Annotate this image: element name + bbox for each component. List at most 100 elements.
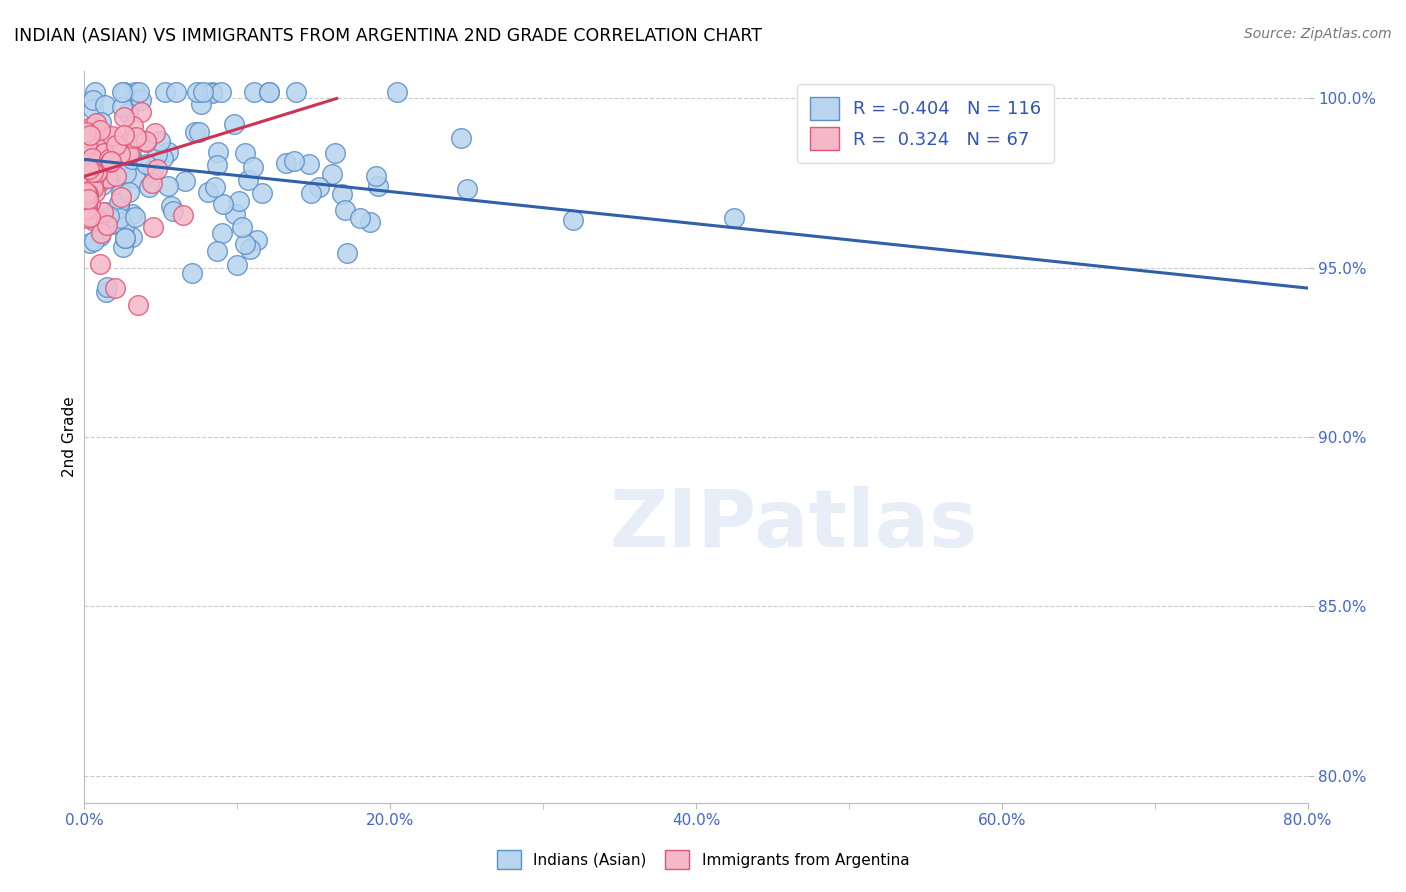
Point	[80, 120, 103, 135]
Point	[75, 164, 97, 178]
Point	[211, 226, 233, 240]
Point	[86, 164, 108, 178]
Point	[124, 210, 146, 224]
Point	[115, 167, 138, 181]
Point	[84, 157, 107, 171]
Point	[84, 153, 107, 168]
Point	[173, 174, 195, 188]
Point	[110, 189, 132, 203]
Point	[121, 207, 143, 221]
Point	[121, 230, 143, 244]
Point	[243, 85, 266, 99]
Point	[166, 85, 188, 99]
Point	[333, 203, 356, 218]
Legend: Indians (Asian), Immigrants from Argentina: Indians (Asian), Immigrants from Argenti…	[491, 844, 915, 875]
Point	[84, 168, 107, 182]
Point	[96, 285, 118, 299]
Point	[76, 211, 98, 225]
Point	[87, 154, 110, 169]
Point	[97, 130, 120, 145]
Point	[298, 157, 321, 171]
Point	[96, 141, 118, 155]
Point	[124, 85, 146, 99]
Point	[129, 105, 152, 120]
Point	[180, 266, 202, 280]
Point	[77, 147, 100, 161]
Point	[96, 171, 118, 186]
Point	[224, 207, 246, 221]
Point	[114, 231, 136, 245]
Point	[94, 97, 117, 112]
Point	[112, 219, 135, 234]
Point	[190, 97, 212, 112]
Point	[107, 154, 129, 169]
Point	[135, 157, 157, 171]
Text: Source: ZipAtlas.com: Source: ZipAtlas.com	[1244, 27, 1392, 41]
Point	[233, 236, 256, 251]
Point	[79, 196, 101, 211]
Point	[79, 156, 101, 170]
Point	[143, 126, 166, 140]
Point	[101, 129, 124, 144]
Point	[111, 240, 134, 254]
Point	[84, 85, 107, 99]
Point	[209, 85, 232, 99]
Point	[562, 213, 585, 227]
Point	[89, 257, 111, 271]
Point	[142, 220, 165, 235]
Point	[89, 228, 111, 243]
Point	[76, 208, 98, 222]
Point	[125, 130, 148, 145]
Point	[90, 226, 112, 240]
Point	[228, 194, 250, 208]
Point	[100, 145, 122, 159]
Point	[79, 128, 101, 142]
Point	[149, 134, 172, 148]
Point	[83, 127, 105, 141]
Point	[114, 231, 136, 245]
Point	[87, 212, 110, 227]
Point	[76, 186, 98, 201]
Point	[157, 178, 180, 193]
Point	[135, 134, 157, 148]
Point	[187, 125, 209, 139]
Point	[93, 145, 115, 160]
Point	[160, 199, 183, 213]
Point	[364, 169, 387, 183]
Point	[100, 217, 122, 231]
Point	[76, 137, 98, 152]
Point	[80, 163, 103, 178]
Point	[84, 116, 107, 130]
Point	[212, 197, 235, 211]
Point	[96, 219, 118, 233]
Point	[129, 94, 152, 108]
Point	[128, 85, 150, 99]
Point	[111, 85, 134, 99]
Point	[205, 244, 228, 259]
Point	[146, 162, 169, 177]
Point	[231, 220, 253, 235]
Point	[723, 211, 745, 225]
Point	[108, 196, 131, 211]
Point	[257, 85, 280, 99]
Point	[122, 119, 145, 133]
Point	[146, 146, 169, 161]
Point	[100, 153, 122, 168]
Point	[138, 179, 160, 194]
Point	[77, 186, 100, 201]
Point	[153, 85, 176, 99]
Point	[207, 145, 229, 159]
Point	[83, 213, 105, 227]
Point	[450, 131, 472, 145]
Point	[111, 101, 134, 115]
Point	[115, 148, 138, 162]
Point	[79, 178, 101, 192]
Point	[321, 167, 343, 181]
Point	[285, 86, 308, 100]
Text: ZIPatlas: ZIPatlas	[610, 486, 979, 564]
Point	[98, 155, 121, 169]
Point	[84, 139, 107, 153]
Point	[89, 123, 111, 137]
Point	[91, 211, 114, 225]
Point	[121, 131, 143, 145]
